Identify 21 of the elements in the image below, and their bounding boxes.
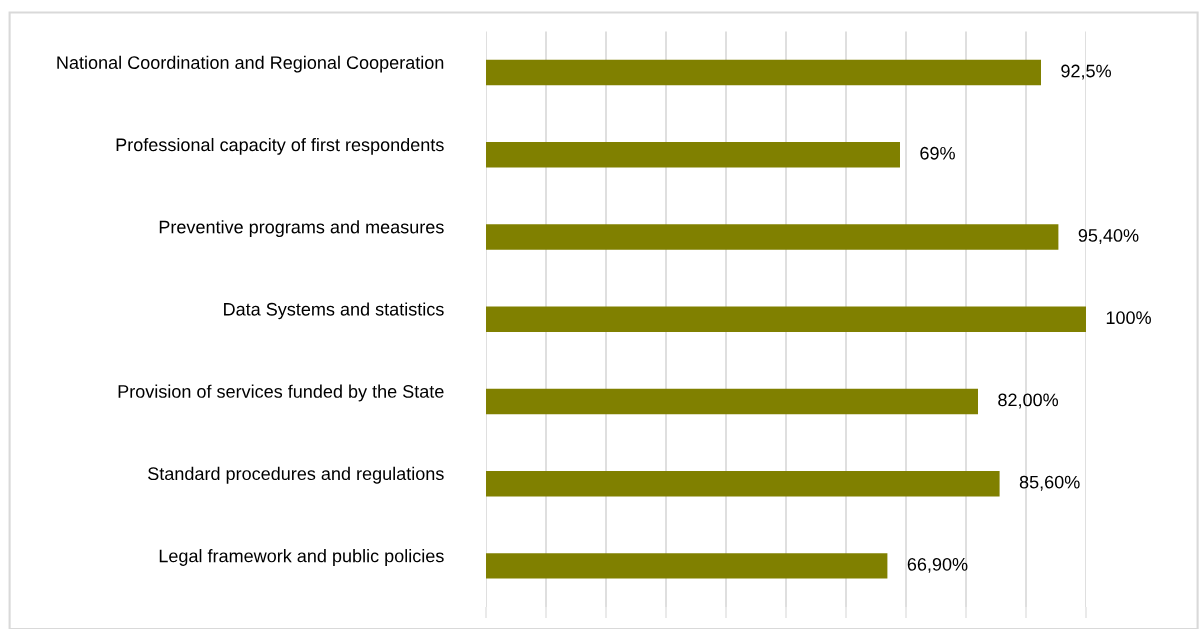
y-tick-label: Provision of services funded by the State bbox=[118, 384, 444, 402]
data-label: 100% bbox=[1106, 311, 1151, 325]
bar bbox=[486, 59, 1041, 86]
y-tick-label: Data Systems and statistics bbox=[224, 302, 444, 320]
data-label: 92,5% bbox=[1061, 64, 1111, 80]
data-label: 82,00% bbox=[998, 393, 1059, 409]
y-tick-label: Standard procedures and regulations bbox=[148, 466, 444, 484]
data-label: 66,90% bbox=[907, 557, 968, 573]
data-label: 95,40% bbox=[1078, 229, 1139, 244]
data-label: 85,60% bbox=[1019, 475, 1080, 491]
y-tick-label: Professional capacity of first respondents bbox=[116, 137, 444, 155]
bar bbox=[486, 224, 1059, 250]
y-tick-label: Preventive programs and measures bbox=[159, 220, 444, 237]
bar bbox=[486, 142, 900, 168]
y-tick-label: Legal framework and public policies bbox=[159, 549, 444, 566]
bar bbox=[486, 553, 888, 579]
bar bbox=[486, 306, 1086, 332]
bar bbox=[486, 470, 1000, 497]
y-tick-label: National Coordination and Regional Cooperation bbox=[57, 55, 444, 73]
bar bbox=[486, 388, 978, 415]
data-label: 69% bbox=[920, 146, 955, 160]
